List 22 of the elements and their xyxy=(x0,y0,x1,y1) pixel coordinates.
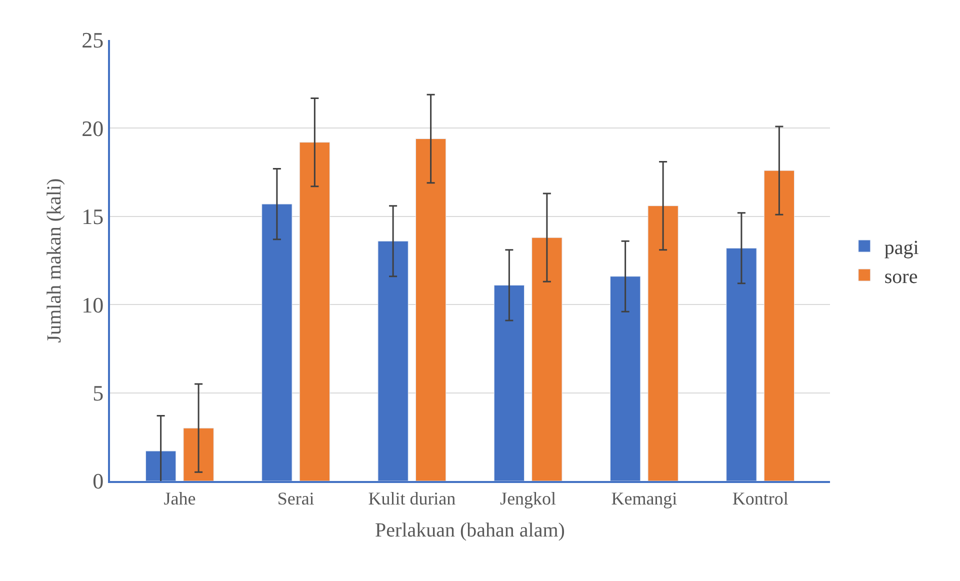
legend-label: sore xyxy=(884,266,918,288)
x-tick-label: Serai xyxy=(277,488,314,509)
y-tick-label: 0 xyxy=(92,468,104,494)
y-tick-label: 15 xyxy=(82,204,104,230)
legend-label: pagi xyxy=(884,236,920,259)
y-tick-label: 10 xyxy=(82,292,104,318)
bar xyxy=(415,138,446,481)
x-tick-label: Kemangi xyxy=(611,488,678,509)
x-tick-label: Kulit durian xyxy=(368,488,456,509)
x-tick-label: Kontrol xyxy=(732,488,788,509)
bar xyxy=(299,142,330,481)
bar xyxy=(532,237,562,481)
bar xyxy=(648,206,678,481)
x-tick-label: Jahe xyxy=(164,488,196,509)
bar xyxy=(183,428,214,481)
y-axis-title: Jumlah makan (kali) xyxy=(44,178,66,343)
x-axis-title: Perlakuan (bahan alam) xyxy=(375,520,565,542)
x-tick-label: Jengkol xyxy=(500,488,556,509)
y-tick-label: 20 xyxy=(82,116,104,141)
bar xyxy=(764,170,795,481)
y-tick-label: 25 xyxy=(82,28,104,53)
y-tick-label: 5 xyxy=(92,380,104,406)
